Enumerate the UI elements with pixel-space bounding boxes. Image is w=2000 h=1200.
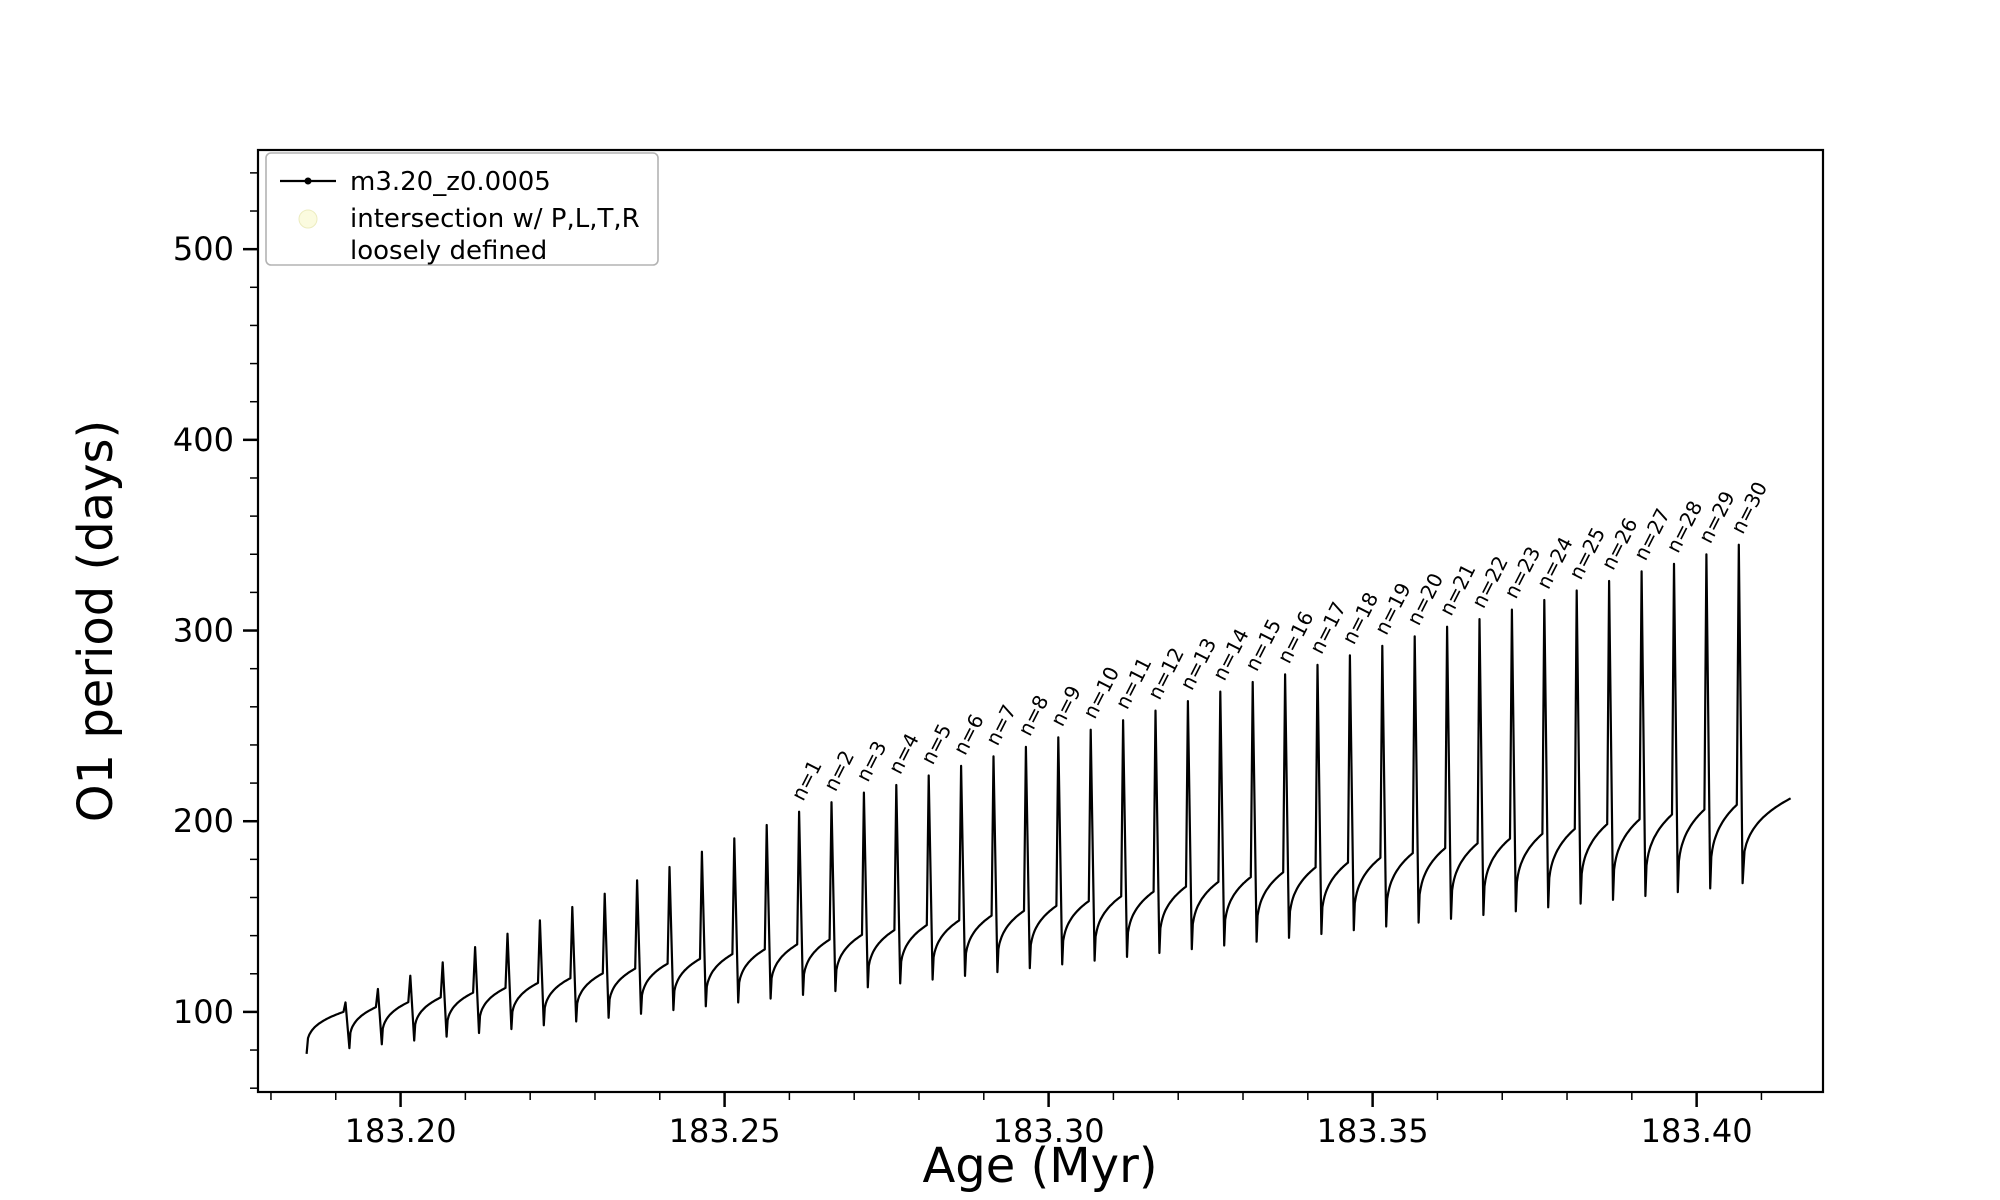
y-tick-label: 200	[173, 802, 234, 840]
legend-line-dot	[304, 177, 312, 185]
legend-label-intersection-line2: loosely defined	[350, 236, 547, 266]
legend-box	[265, 152, 659, 266]
plot-border	[256, 148, 1825, 1094]
y-tick-label: 300	[173, 612, 234, 650]
y-tick-label: 500	[173, 230, 234, 268]
chart-dynamic-layer: 183.20 183.25 183.30 183.35 183.40 100 200 300 4…	[173, 148, 1825, 1150]
x-axis-label: Age (Myr)	[922, 1138, 1157, 1194]
x-tick-label: 183.20	[345, 1112, 457, 1150]
x-tick-label: 183.40	[1641, 1112, 1753, 1150]
x-tick-label: 183.35	[1317, 1112, 1429, 1150]
y-tick-label: 100	[173, 993, 234, 1031]
y-axis-label: O1 period (days)	[68, 420, 124, 823]
x-tick-label: 183.25	[669, 1112, 781, 1150]
legend-intersection-marker	[298, 209, 318, 229]
series-line	[305, 543, 1792, 1054]
y-tick-label: 400	[173, 421, 234, 459]
x-tick-label: 183.30	[993, 1112, 1105, 1150]
legend-label-intersection-line1: intersection w/ P,L,T,R	[350, 204, 640, 234]
legend-label-series: m3.20_z0.0005	[350, 167, 551, 197]
